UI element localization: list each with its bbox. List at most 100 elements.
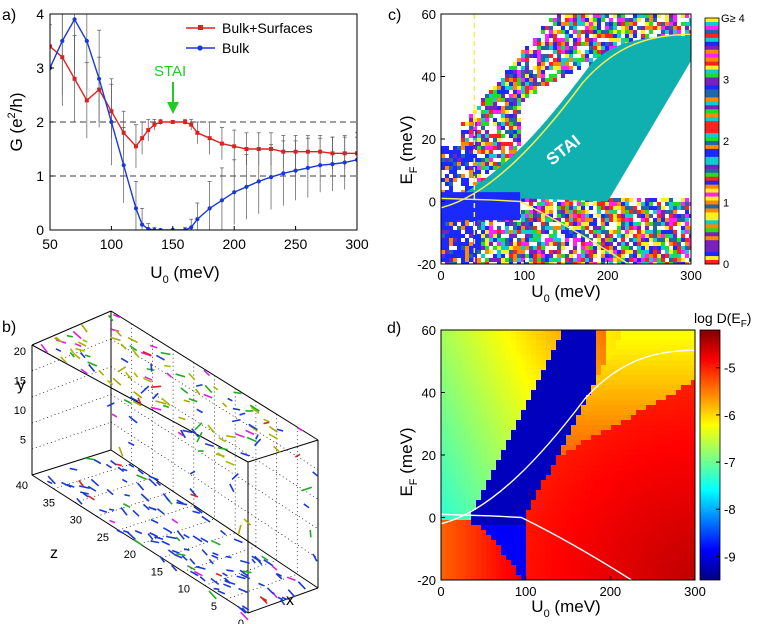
heatmap-cell bbox=[545, 234, 549, 238]
heatmap-cell bbox=[597, 54, 601, 58]
heatmap-cell bbox=[621, 375, 626, 380]
heatmap-cell bbox=[641, 34, 645, 38]
heatmap-cell bbox=[486, 395, 491, 400]
heatmap-cell bbox=[457, 150, 461, 154]
heatmap-cell bbox=[641, 415, 646, 420]
heatmap-cell bbox=[557, 26, 561, 30]
heatmap-cell bbox=[537, 78, 541, 82]
heatmap-cell bbox=[621, 525, 626, 530]
heatmap-cell bbox=[446, 380, 451, 385]
heatmap-cell bbox=[597, 46, 601, 50]
heatmap-cell bbox=[537, 74, 541, 78]
heatmap-cell bbox=[466, 525, 471, 530]
heatmap-cell bbox=[513, 254, 517, 258]
heatmap-cell bbox=[581, 238, 585, 242]
heatmap-cell bbox=[629, 22, 633, 26]
heatmap-cell bbox=[676, 355, 681, 360]
spin-arrow bbox=[232, 407, 241, 411]
heatmap-cell bbox=[481, 330, 486, 335]
heatmap-cell bbox=[573, 226, 577, 230]
heatmap-cell bbox=[456, 335, 461, 340]
heatmap-cell bbox=[471, 365, 476, 370]
heatmap-cell bbox=[485, 246, 489, 250]
heatmap-cell bbox=[585, 222, 589, 226]
heatmap-cell bbox=[633, 246, 637, 250]
heatmap-cell bbox=[565, 46, 569, 50]
heatmap-cell bbox=[666, 365, 671, 370]
heatmap-cell bbox=[545, 230, 549, 234]
heatmap-cell bbox=[561, 550, 566, 555]
heatmap-cell bbox=[481, 102, 485, 106]
colorbar-stripe bbox=[705, 29, 719, 35]
heatmap-cell bbox=[621, 480, 626, 485]
heatmap-cell bbox=[611, 480, 616, 485]
heatmap-cell bbox=[621, 520, 626, 525]
heatmap-cell bbox=[461, 262, 465, 264]
heatmap-cell bbox=[486, 480, 491, 485]
heatmap-cell bbox=[686, 480, 691, 485]
heatmap-cell bbox=[611, 465, 616, 470]
heatmap-cell bbox=[471, 355, 476, 360]
heatmap-cell bbox=[451, 570, 456, 575]
heatmap-cell bbox=[526, 560, 531, 565]
grid-line bbox=[31, 421, 112, 450]
heatmap-cell bbox=[665, 238, 669, 242]
heatmap-cell bbox=[461, 555, 466, 560]
heatmap-cell bbox=[601, 380, 606, 385]
heatmap-cell bbox=[511, 475, 516, 480]
heatmap-cell bbox=[461, 450, 466, 455]
heatmap-cell bbox=[506, 535, 511, 540]
heatmap-cell bbox=[541, 425, 546, 430]
heatmap-cell bbox=[641, 360, 646, 365]
heatmap-cell bbox=[491, 400, 496, 405]
heatmap-cell bbox=[451, 370, 456, 375]
heatmap-cell bbox=[609, 26, 613, 30]
heatmap-cell bbox=[481, 222, 485, 226]
heatmap-cell bbox=[485, 242, 489, 246]
heatmap-cell bbox=[496, 370, 501, 375]
heatmap-cell bbox=[577, 62, 581, 66]
heatmap-cell bbox=[606, 390, 611, 395]
heatmap-cell bbox=[571, 350, 576, 355]
heatmap-cell bbox=[525, 58, 529, 62]
heatmap-cell bbox=[641, 560, 646, 565]
spin-arrow bbox=[109, 519, 116, 524]
heatmap-cell bbox=[511, 410, 516, 415]
heatmap-cell bbox=[513, 118, 517, 122]
heatmap-cell bbox=[486, 420, 491, 425]
heatmap-cell bbox=[469, 134, 473, 138]
heatmap-cell bbox=[606, 345, 611, 350]
heatmap-cell bbox=[465, 242, 469, 246]
heatmap-cell bbox=[456, 430, 461, 435]
spin-arrow bbox=[82, 492, 89, 498]
heatmap-cell bbox=[461, 470, 466, 475]
heatmap-cell bbox=[446, 360, 451, 365]
data-point bbox=[133, 206, 139, 211]
heatmap-cell bbox=[446, 400, 451, 405]
heatmap-cell bbox=[561, 58, 565, 62]
heatmap-cell bbox=[596, 385, 601, 390]
spin-arrow bbox=[181, 555, 188, 561]
heatmap-cell bbox=[441, 380, 446, 385]
heatmap-cell bbox=[589, 230, 593, 234]
heatmap-cell bbox=[536, 565, 541, 570]
heatmap-cell bbox=[629, 250, 633, 254]
heatmap-cell bbox=[505, 98, 509, 102]
heatmap-cell bbox=[491, 505, 496, 510]
heatmap-cell bbox=[671, 460, 676, 465]
heatmap-cell bbox=[541, 510, 546, 515]
heatmap-cell bbox=[461, 535, 466, 540]
heatmap-cell bbox=[536, 495, 541, 500]
heatmap-cell bbox=[477, 122, 481, 126]
heatmap-cell bbox=[621, 14, 625, 18]
heatmap-cell bbox=[686, 340, 691, 345]
spin-arrow bbox=[155, 354, 165, 361]
spin-arrow bbox=[178, 416, 186, 421]
heatmap-cell bbox=[566, 385, 571, 390]
heatmap-cell bbox=[576, 385, 581, 390]
heatmap-cell bbox=[681, 560, 686, 565]
heatmap-cell bbox=[496, 470, 501, 475]
heatmap-cell bbox=[457, 154, 461, 158]
heatmap-cell bbox=[641, 465, 646, 470]
data-point bbox=[281, 171, 286, 176]
